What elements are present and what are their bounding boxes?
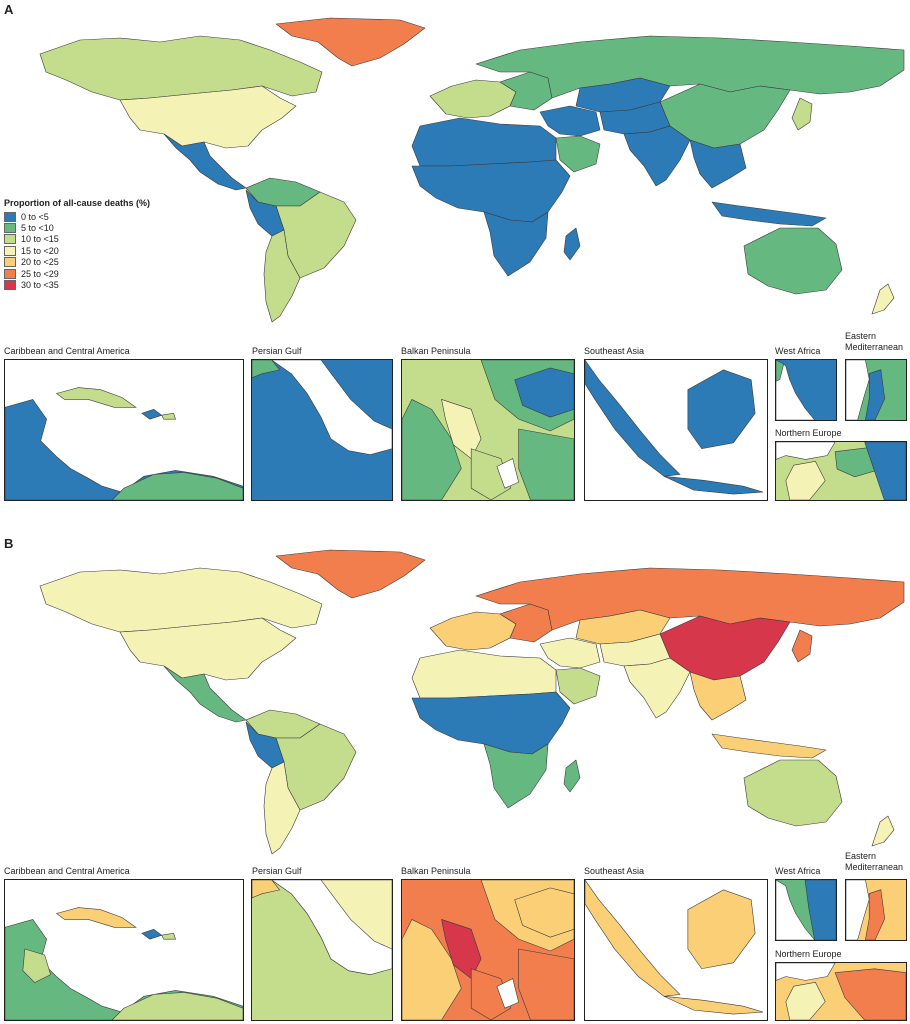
region-middle-east [539, 105, 601, 137]
legend-item: 10 to <15 [4, 234, 150, 245]
region-new-zealand [871, 283, 895, 315]
legend-item: 30 to <35 [4, 279, 150, 291]
inset-west-africa-b [775, 879, 837, 941]
world-map-b [39, 549, 905, 855]
legend-swatch [4, 211, 16, 222]
region-sub-saharan-africa [411, 691, 571, 755]
legend-label: 25 to <29 [21, 268, 59, 279]
region-canada [39, 567, 323, 633]
region-sub-saharan-africa [411, 159, 571, 223]
legend-label: 10 to <15 [21, 234, 59, 245]
inset-caribbean-b [4, 879, 244, 1021]
legend-item: 0 to <5 [4, 211, 150, 222]
region-southern-cone [263, 229, 301, 323]
inset-label-eastern-med-a: Eastern Mediterranean [845, 331, 904, 352]
region-europe [429, 611, 517, 651]
panel-b-letter: B [4, 536, 14, 551]
region-india [623, 125, 691, 187]
region-arabia [555, 135, 601, 173]
inset-balkan-a [401, 359, 575, 501]
region-southeast-asia [689, 671, 747, 721]
inset-west-africa-a [775, 359, 837, 421]
inset-northern-europe-a [775, 441, 907, 501]
legend-swatch [4, 234, 16, 245]
region-north-africa [411, 117, 557, 167]
inset-label-west-africa-b: West Africa [775, 866, 821, 876]
inset-balkan-b [401, 879, 575, 1021]
region-middle-east [539, 637, 601, 669]
inset-label-persian-gulf-b: Persian Gulf [252, 866, 302, 876]
inset-label-northern-europe-b: Northern Europe [775, 949, 842, 959]
region-southeast-asia [689, 139, 747, 189]
region-europe [429, 79, 517, 119]
region-new-zealand [871, 815, 895, 847]
inset-eastern-med-b [845, 879, 907, 941]
legend-swatch [4, 268, 16, 279]
legend-item: 25 to <29 [4, 268, 150, 279]
region-australia [743, 759, 843, 827]
region-japan [791, 629, 813, 663]
region-india [623, 657, 691, 719]
legend-item: 15 to <20 [4, 245, 150, 256]
region-japan [791, 97, 813, 131]
legend-title: Proportion of all-cause deaths (%) [4, 198, 151, 208]
inset-southeast-asia-a [584, 359, 768, 501]
legend-label: 5 to <10 [21, 223, 54, 234]
inset-label-northern-europe-a: Northern Europe [775, 428, 842, 438]
panel-a-letter: A [4, 2, 14, 17]
region-arabia [555, 667, 601, 705]
legend-label: 20 to <25 [21, 257, 59, 268]
inset-eastern-med-a [845, 359, 907, 421]
region-usa [119, 617, 297, 681]
legend-swatch [4, 280, 16, 291]
region-southern-africa [483, 211, 549, 277]
region-usa [119, 85, 297, 149]
region-indonesia [711, 201, 827, 227]
inset-label-balkan-a: Balkan Peninsula [401, 346, 471, 356]
legend-item: 5 to <10 [4, 222, 150, 234]
inset-persian-gulf-a [251, 359, 393, 501]
legend-swatch [4, 245, 16, 256]
inset-label-caribbean-b: Caribbean and Central America [4, 866, 130, 876]
inset-southeast-asia-b [584, 879, 768, 1021]
inset-label-southeast-asia-a: Southeast Asia [584, 346, 645, 356]
inset-persian-gulf-b [251, 879, 393, 1021]
legend-label: 0 to <5 [21, 211, 49, 222]
inset-caribbean-a [4, 359, 244, 501]
region-indonesia [711, 733, 827, 759]
legend-swatch [4, 257, 16, 268]
legend-swatch [4, 223, 16, 234]
inset-label-persian-gulf-a: Persian Gulf [252, 346, 302, 356]
world-map-a [39, 17, 905, 323]
region-southern-africa [483, 743, 549, 809]
region-north-africa [411, 649, 557, 699]
region-australia [743, 227, 843, 295]
inset-northern-europe-b [775, 962, 907, 1021]
legend-label: 15 to <20 [21, 245, 59, 256]
inset-label-caribbean-a: Caribbean and Central America [4, 346, 130, 356]
legend-label: 30 to <35 [21, 280, 59, 291]
map-legend: Proportion of all-cause deaths (%) 0 to … [4, 198, 150, 291]
inset-label-balkan-b: Balkan Peninsula [401, 866, 471, 876]
region-greenland [275, 549, 426, 599]
inset-label-eastern-med-b: Eastern Mediterranean [845, 851, 904, 872]
region-canada [39, 35, 323, 101]
region-greenland [275, 17, 426, 67]
legend-item: 20 to <25 [4, 257, 150, 268]
inset-label-southeast-asia-b: Southeast Asia [584, 866, 645, 876]
region-madagascar [563, 227, 581, 261]
region-madagascar [563, 759, 581, 793]
region-southern-cone [263, 761, 301, 855]
inset-label-west-africa-a: West Africa [775, 346, 821, 356]
